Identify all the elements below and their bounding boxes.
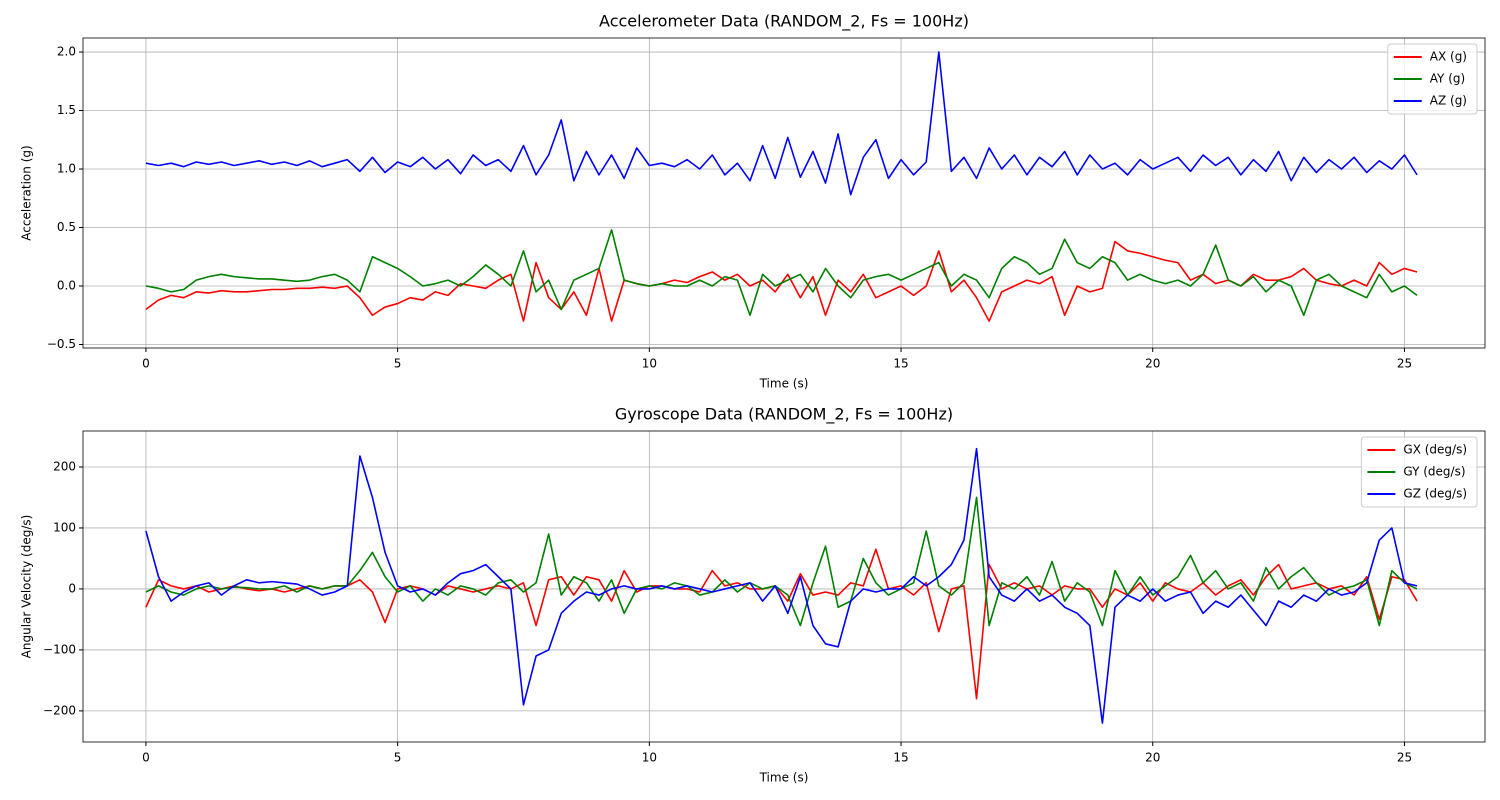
chart-title: Gyroscope Data (RANDOM_2, Fs = 100Hz) [615,405,953,425]
chart-title: Accelerometer Data (RANDOM_2, Fs = 100Hz… [599,12,969,32]
x-tick-label: 20 [1145,357,1160,371]
x-tick-label: 5 [394,357,402,371]
x-axis-label: Time (s) [759,377,809,391]
x-axis-label: Time (s) [759,771,809,785]
axes-frame [82,430,1486,743]
y-tick-label: 1.5 [57,103,76,117]
x-tick-label: 15 [893,751,908,765]
axes-frame [82,37,1486,349]
legend-box [1387,43,1478,115]
x-tick-label: 0 [142,357,150,371]
legend-label: AZ (g) [1430,94,1467,108]
y-tick-label: 0.5 [57,220,76,234]
y-tick-label: 2.0 [57,45,76,59]
legend-box [1360,436,1478,508]
y-axis-label: Acceleration (g) [20,145,34,240]
y-tick-label: 0.0 [57,279,76,293]
legend-label: GZ (deg/s) [1403,487,1467,501]
x-tick-label: 25 [1397,751,1412,765]
x-tick-label: 25 [1397,357,1412,371]
y-axis-label: Angular Velocity (deg/s) [20,515,34,659]
data-line [145,229,1418,317]
data-line [145,240,1418,322]
y-tick-label: 1.0 [57,162,76,176]
y-tick-label: 100 [53,520,76,534]
y-tick-label: −200 [43,703,76,717]
legend-label: GX (deg/s) [1403,443,1467,457]
y-tick-label: 200 [53,459,76,473]
x-tick-label: 15 [893,357,908,371]
legend-label: AY (g) [1430,72,1465,86]
y-tick-label: −0.5 [47,337,76,351]
data-line [145,548,1418,700]
x-tick-label: 0 [142,751,150,765]
x-tick-label: 10 [642,357,657,371]
x-tick-label: 5 [394,751,402,765]
data-line [145,51,1418,196]
x-tick-label: 20 [1145,751,1160,765]
legend-label: GY (deg/s) [1403,465,1465,479]
data-line [145,447,1418,724]
data-line [145,496,1418,627]
legend: GX (deg/s) GY (deg/s) GZ (deg/s) [1360,436,1478,508]
y-tick-label: −100 [43,642,76,656]
legend-label: AX (g) [1430,50,1467,64]
legend: AX (g) AY (g) AZ (g) [1387,43,1478,115]
y-tick-label: 0 [68,581,76,595]
x-tick-label: 10 [642,751,657,765]
